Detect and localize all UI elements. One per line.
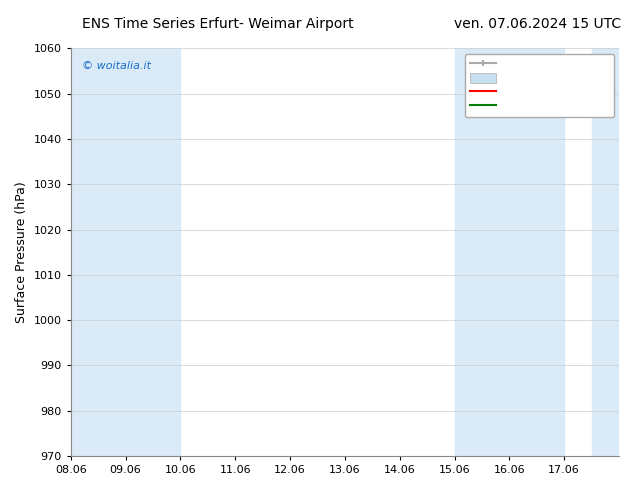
Bar (455, 49, 564, 456)
Legend: min/max, Deviazione standard, Ensemble mean run, Controll run: min/max, Deviazione standard, Ensemble m… (465, 53, 614, 117)
Text: ven. 07.06.2024 15 UTC: ven. 07.06.2024 15 UTC (454, 17, 621, 31)
Bar (71, 49, 180, 456)
Bar (592, 49, 619, 456)
Y-axis label: Surface Pressure (hPa): Surface Pressure (hPa) (15, 181, 28, 323)
Text: ENS Time Series Erfurt- Weimar Airport: ENS Time Series Erfurt- Weimar Airport (82, 17, 354, 31)
Text: © woitalia.it: © woitalia.it (82, 61, 151, 71)
